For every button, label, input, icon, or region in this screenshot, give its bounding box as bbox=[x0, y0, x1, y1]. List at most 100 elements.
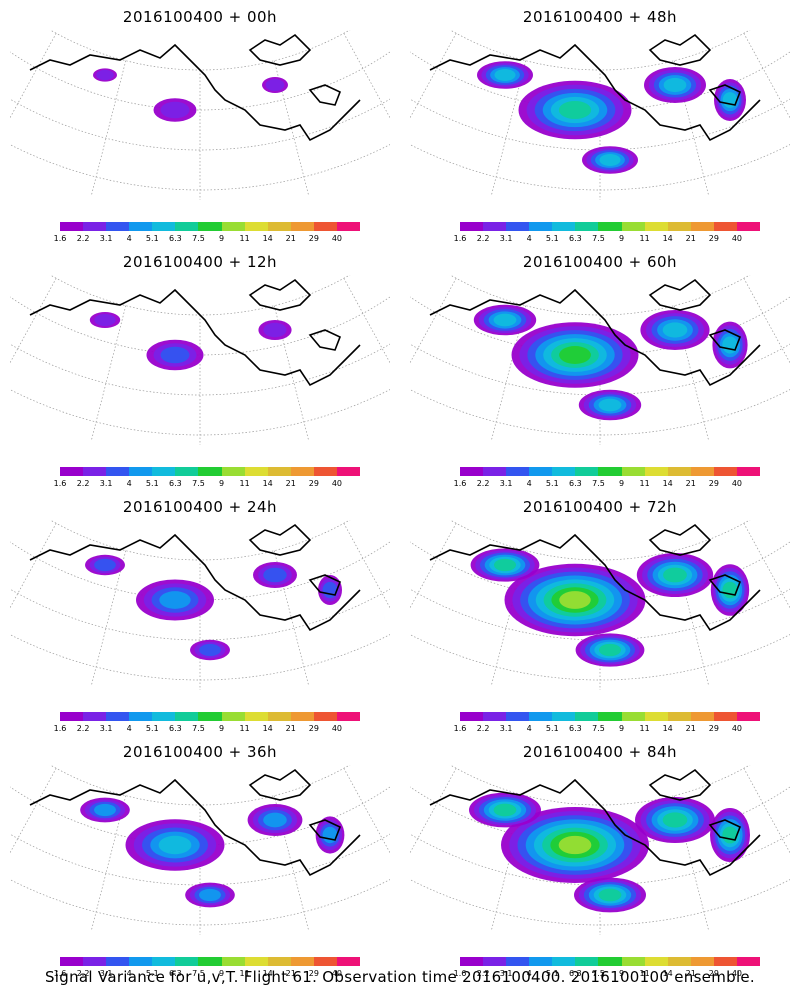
colorbar-swatch bbox=[106, 222, 130, 231]
colorbar-tick-label: 3.1 bbox=[499, 479, 513, 488]
colorbar-ticks: 1.6 2.2 3.1 4 5.1 6.3 7.5 9 11 14 21 29 40 bbox=[454, 234, 760, 244]
colorbar-swatch bbox=[690, 712, 714, 721]
colorbar-swatch bbox=[175, 957, 199, 966]
colorbar-tick-label: 1.6 bbox=[53, 969, 67, 978]
colorbar-swatch bbox=[667, 467, 691, 476]
colorbar-swatch bbox=[175, 712, 199, 721]
colorbar-tick-label: 9 bbox=[218, 969, 225, 978]
colorbar-swatch bbox=[129, 957, 153, 966]
colorbar-swatch bbox=[644, 467, 668, 476]
colorbar-tick-label: 6.3 bbox=[169, 234, 182, 243]
colorbar-swatch bbox=[290, 957, 314, 966]
colorbar-tick-label: 6.3 bbox=[569, 724, 582, 733]
colorbar-tick-label: 29 bbox=[708, 234, 719, 243]
colorbar-tick-label: 11 bbox=[639, 234, 650, 243]
colorbar-tick-label: 6.3 bbox=[169, 479, 182, 488]
colorbar-tick-label: 3.1 bbox=[499, 724, 513, 733]
colorbar-swatch bbox=[621, 712, 645, 721]
colorbar-swatch bbox=[313, 712, 337, 721]
colorbar-swatch bbox=[313, 467, 337, 476]
colorbar-swatch bbox=[483, 957, 507, 966]
colorbar-swatch bbox=[529, 467, 553, 476]
colorbar-tick-label: 5.1 bbox=[145, 724, 159, 733]
colorbar-swatch bbox=[598, 467, 622, 476]
colorbar-swatch bbox=[621, 222, 645, 231]
colorbar-ticks: 1.6 2.2 3.1 4 5.1 6.3 7.5 9 11 14 21 29 40 bbox=[54, 479, 360, 489]
colorbar-tick-label: 5.1 bbox=[145, 969, 159, 978]
colorbar-swatch bbox=[575, 712, 599, 721]
colorbar-swatch bbox=[552, 957, 576, 966]
colorbar-tick-label: 5.1 bbox=[145, 479, 159, 488]
colorbar-ticks: 1.6 2.2 3.1 4 5.1 6.3 7.5 9 11 14 21 29 40 bbox=[454, 969, 760, 979]
variance-map bbox=[410, 765, 790, 935]
colorbar-swatch bbox=[336, 222, 361, 231]
colorbar-swatch bbox=[460, 957, 484, 966]
colorbar-ticks: 1.6 2.2 3.1 4 5.1 6.3 7.5 9 11 14 21 29 40 bbox=[454, 724, 760, 734]
colorbar-tick-label: 1.6 bbox=[453, 724, 467, 733]
colorbar-tick-label: 9 bbox=[618, 479, 625, 488]
colorbar-swatch bbox=[483, 467, 507, 476]
colorbar-tick-label: 7.5 bbox=[192, 479, 205, 488]
colorbar-swatch bbox=[198, 712, 222, 721]
colorbar-swatch bbox=[552, 467, 576, 476]
colorbar-swatch bbox=[313, 957, 337, 966]
colorbar-swatch bbox=[713, 957, 737, 966]
colorbar-swatch bbox=[152, 222, 176, 231]
colorbar-tick-label: 40 bbox=[331, 234, 343, 243]
colorbar-swatch bbox=[575, 467, 599, 476]
colorbar-swatch bbox=[644, 957, 668, 966]
figure-caption: Signal Variance for u,v,T. Flight 61. Ob… bbox=[44, 968, 756, 986]
colorbar-swatch bbox=[667, 712, 691, 721]
colorbar-swatch bbox=[221, 712, 245, 721]
variance-map bbox=[10, 765, 390, 935]
colorbar-tick-label: 40 bbox=[331, 969, 343, 978]
colorbar-swatch bbox=[290, 222, 314, 231]
colorbar-tick-label: 9 bbox=[218, 234, 225, 243]
colorbar-tick-label: 3.1 bbox=[99, 969, 113, 978]
forecast-panel: 2016100400 + 24h 1.6 2.2 3.1 4 5.1 6.3 7.5 9 11 14… bbox=[0, 490, 400, 735]
colorbar-tick-label: 21 bbox=[685, 234, 696, 243]
colorbar-swatch bbox=[83, 957, 107, 966]
colorbar-swatch bbox=[129, 222, 153, 231]
colorbar-tick-label: 11 bbox=[639, 724, 650, 733]
colorbar-swatch bbox=[106, 467, 130, 476]
colorbar-tick-label: 11 bbox=[239, 969, 250, 978]
colorbar-swatch bbox=[83, 467, 107, 476]
colorbar-tick-label: 29 bbox=[308, 234, 319, 243]
colorbar-swatch bbox=[175, 222, 199, 231]
colorbar-tick-label: 6.3 bbox=[569, 479, 582, 488]
colorbar-swatch bbox=[267, 222, 291, 231]
colorbar-tick-label: 7.5 bbox=[192, 234, 205, 243]
colorbar-tick-label: 2.2 bbox=[76, 479, 90, 488]
colorbar-tick-label: 29 bbox=[708, 969, 719, 978]
colorbar-tick-label: 3.1 bbox=[499, 234, 513, 243]
panel-title: 2016100400 + 72h bbox=[522, 498, 678, 516]
forecast-panel: 2016100400 + 60h 1.6 2.2 3.1 4 5.1 6.3 7.5 9 11 14… bbox=[400, 245, 800, 490]
colorbar-tick-label: 2.2 bbox=[76, 234, 90, 243]
colorbar-tick-label: 5.1 bbox=[545, 234, 559, 243]
colorbar-swatch bbox=[598, 957, 622, 966]
colorbar-tick-label: 3.1 bbox=[99, 479, 113, 488]
colorbar-tick-label: 5.1 bbox=[545, 479, 559, 488]
colorbar-tick-label: 11 bbox=[239, 479, 250, 488]
colorbar-tick-label: 7.5 bbox=[192, 724, 205, 733]
colorbar-tick-label: 21 bbox=[285, 724, 296, 733]
variance-map bbox=[10, 275, 390, 445]
colorbar-swatch bbox=[290, 467, 314, 476]
colorbar-tick-label: 3.1 bbox=[99, 234, 113, 243]
colorbar-swatch bbox=[460, 222, 484, 231]
panel-title: 2016100400 + 84h bbox=[522, 743, 678, 761]
colorbar-tick-label: 40 bbox=[731, 234, 743, 243]
variance-map bbox=[10, 520, 390, 690]
colorbar-swatch bbox=[644, 712, 668, 721]
colorbar-tick-label: 5.1 bbox=[545, 724, 559, 733]
colorbar-tick-label: 4 bbox=[526, 724, 532, 733]
colorbar-tick-label: 5.1 bbox=[545, 969, 559, 978]
colorbar-tick-label: 14 bbox=[662, 234, 673, 243]
colorbar-tick-label: 6.3 bbox=[569, 234, 582, 243]
colorbar-tick-label: 29 bbox=[308, 969, 319, 978]
colorbar-tick-label: 14 bbox=[262, 234, 273, 243]
colorbar-swatch bbox=[152, 712, 176, 721]
colorbar-swatch bbox=[129, 712, 153, 721]
colorbar-tick-label: 3.1 bbox=[99, 724, 113, 733]
